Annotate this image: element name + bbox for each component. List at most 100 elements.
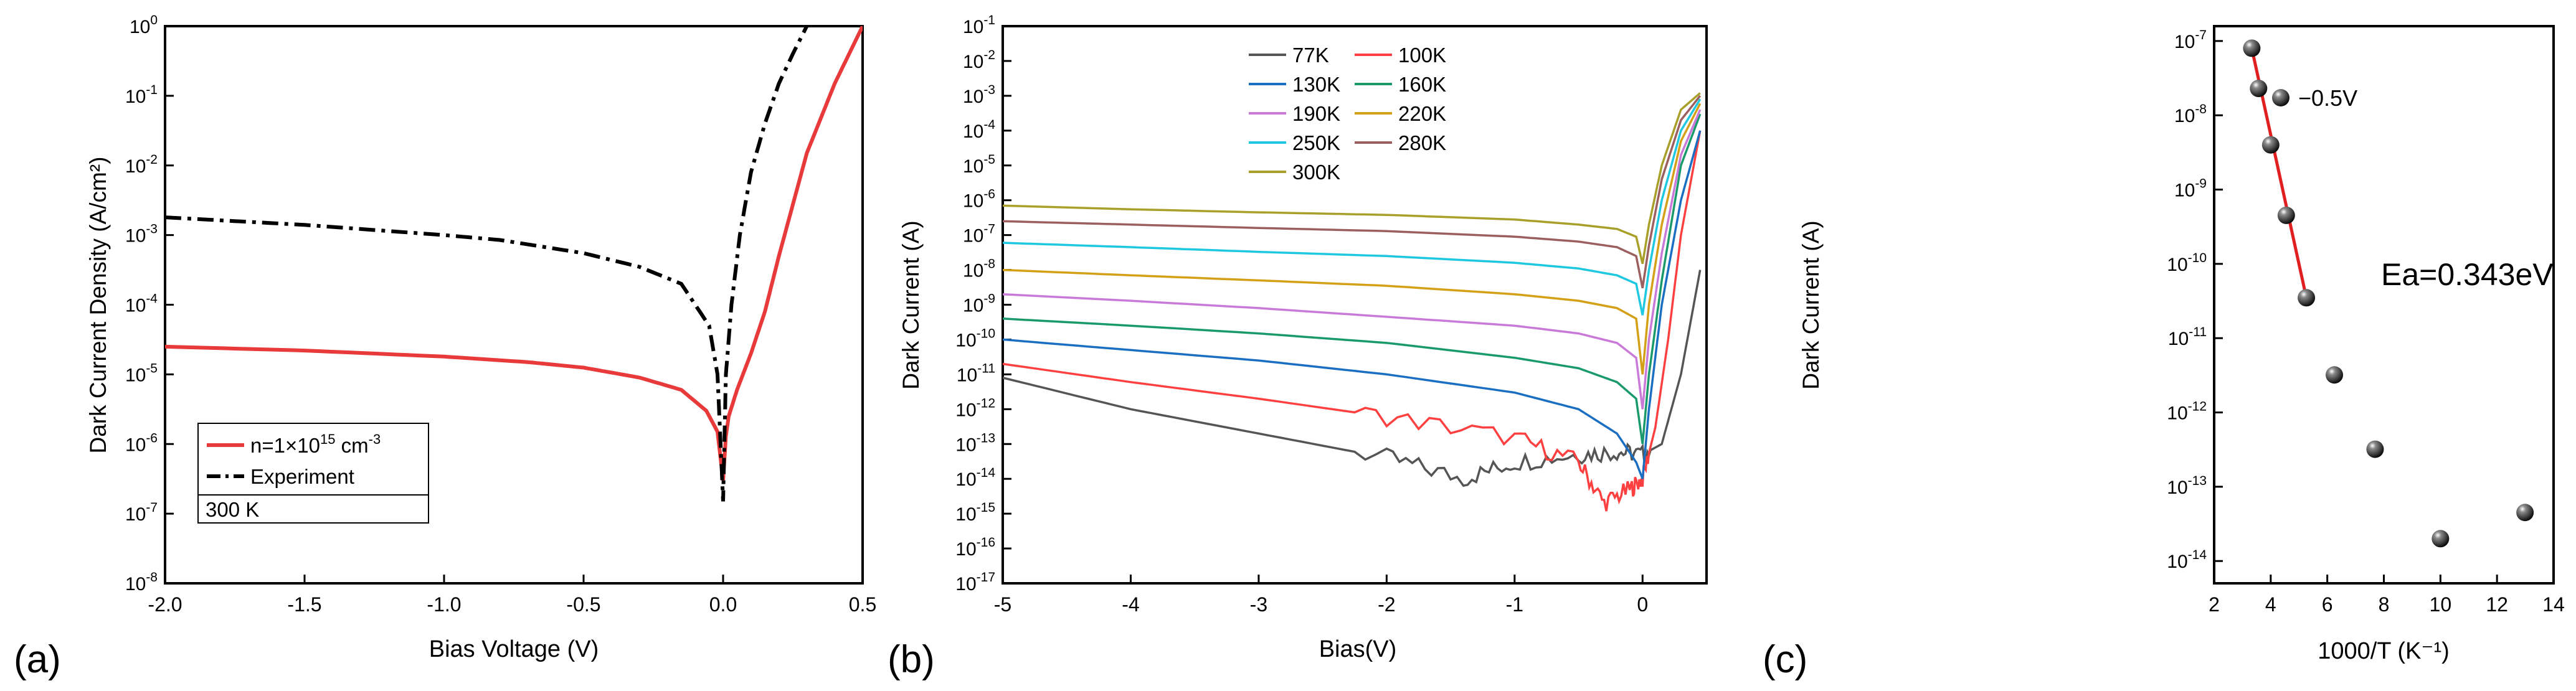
legend-b-label-220K: 220K	[1398, 102, 1446, 125]
panel-c-xtick-label: 6	[2322, 593, 2333, 616]
panel-b-ytick-label: 10-15	[955, 501, 995, 525]
data-point	[2243, 39, 2261, 57]
data-point	[2277, 206, 2295, 224]
panel-c-ytick-label: 10-13	[2167, 474, 2207, 498]
panel-b-ytick-label: 10-1	[963, 13, 995, 37]
panel-a-ytick-label: 10-8	[125, 570, 158, 595]
panel-b-ytick-label: 10-5	[963, 153, 995, 177]
panel-b-xtick-label: -3	[1250, 593, 1267, 616]
data-point	[2250, 80, 2268, 98]
panel-b-xtick-label: -4	[1122, 593, 1139, 616]
panel-b-legend: 77K 100K 130K 160K 190K 220K 250K 280K 300K	[1249, 44, 1446, 184]
panel-b-xtick-label: -1	[1506, 593, 1523, 616]
panel-c-xtick-label: 4	[2265, 593, 2276, 616]
panel-c: 2 4 6 8 10 12 14 10-14 10-13 10-12 10-11 10-10 10-9 1…	[1798, 25, 2565, 664]
panel-b-ticks: -5 -4 -3 -2 -1 0 10-17 10-16 10-15 10-14 10-13 10-1…	[955, 13, 1648, 616]
panel-b-xtick-label: 0	[1637, 593, 1648, 616]
panel-a-xtick-label: -1.5	[287, 593, 321, 616]
panel-a-xtick-label: -0.5	[566, 593, 600, 616]
panel-b-ytick-label: 10-9	[963, 292, 995, 316]
panel-b-xtick-label: -2	[1378, 593, 1395, 616]
legend-b-label-300K: 300K	[1292, 161, 1340, 184]
panel-a-ytick-label: 10-6	[125, 431, 158, 455]
panel-c-xtick-label: 12	[2486, 593, 2508, 616]
panel-b-ytick-label: 10-16	[955, 535, 995, 560]
data-point	[2326, 366, 2344, 384]
panel-c-xtick-label: 14	[2542, 593, 2565, 616]
series-line-220K	[1003, 103, 1702, 375]
panel-c-ylabel: Dark Current (A)	[1798, 220, 1824, 389]
panel-a-ylabel: Dark Current Density (A/cm²)	[85, 157, 111, 454]
data-point	[2516, 504, 2534, 522]
series-line-experiment	[165, 26, 809, 502]
legend-b-label-130K: 130K	[1292, 73, 1340, 96]
panel-a-xlabel: Bias Voltage (V)	[429, 636, 599, 662]
panel-c-annotation: Ea=0.343eV	[2381, 257, 2554, 292]
panel-a-ytick-label: 10-1	[125, 83, 158, 107]
panel-b-ytick-label: 10-11	[957, 361, 995, 385]
panel-a-label: (a)	[14, 638, 61, 681]
panel-b-ytick-label: 10-2	[963, 48, 995, 72]
panel-b-ytick-label: 10-13	[955, 431, 995, 455]
panel-a-xtick-label: 0.0	[709, 593, 737, 616]
panel-a-xtick-label: 0.5	[849, 593, 876, 616]
panel-b-xtick-label: -5	[994, 593, 1011, 616]
panel-c-xlabel: 1000/T (K⁻¹)	[2318, 638, 2450, 664]
panel-b-xlabel: Bias(V)	[1319, 636, 1397, 662]
legend-c-marker	[2272, 89, 2290, 106]
panel-a-ytick-label: 10-5	[125, 361, 158, 385]
panel-b-ytick-label: 10-10	[955, 326, 995, 350]
panel-c-ytick-label: 10-10	[2167, 251, 2207, 275]
panel-a-ytick-label: 10-3	[125, 222, 158, 247]
panel-c-xtick-label: 8	[2379, 593, 2390, 616]
panel-c-ytick-label: 10-11	[2168, 325, 2207, 349]
legend-b-label-77K: 77K	[1292, 44, 1329, 67]
panel-c-plot	[2243, 39, 2534, 548]
panel-b: -5 -4 -3 -2 -1 0 10-17 10-16 10-15 10-14 10-13 10-1…	[898, 13, 1708, 662]
series-line-160K	[1003, 113, 1702, 444]
panel-b-ytick-label: 10-3	[963, 83, 995, 107]
panel-b-ytick-label: 10-14	[955, 466, 995, 490]
series-line-model	[165, 26, 863, 481]
panel-c-xtick-label: 10	[2430, 593, 2452, 616]
legend-c-label: −0.5V	[2298, 85, 2357, 111]
panel-a-series	[165, 26, 863, 502]
panel-c-ytick-label: 10-14	[2167, 548, 2207, 572]
series-line-130K	[1003, 130, 1702, 479]
panel-a-ytick-label: 10-7	[125, 501, 158, 525]
legend-b-label-280K: 280K	[1398, 131, 1446, 154]
legend-a-model-label: n=1×1015 cm-3	[250, 431, 381, 457]
data-point	[2261, 136, 2280, 154]
panel-a-ytick-label: 100	[130, 13, 158, 37]
panel-b-ytick-label: 10-8	[963, 257, 995, 281]
panel-c-ytick-label: 10-12	[2167, 400, 2207, 424]
panel-a-legend: n=1×1015 cm-3 Experiment 300 K	[197, 423, 429, 524]
panel-c-ytick-label: 10-9	[2174, 177, 2207, 201]
panel-a: -2.0 -1.5 -1.0 -0.5 0.0 0.5 10-8 10-7 10-6 10-5 10…	[85, 13, 876, 662]
panel-c-ticks: 2 4 6 8 10 12 14 10-14 10-13 10-12 10-11 10-10 10-9 1…	[2167, 28, 2565, 616]
panel-b-series	[1003, 92, 1702, 512]
panel-a-ytick-label: 10-2	[125, 153, 158, 177]
panel-b-ytick-label: 10-7	[963, 222, 995, 247]
panel-a-xtick-label: -2.0	[148, 593, 182, 616]
legend-b-label-160K: 160K	[1398, 73, 1446, 96]
panel-b-label: (b)	[888, 638, 935, 681]
panel-a-ticks: -2.0 -1.5 -1.0 -0.5 0.0 0.5 10-8 10-7 10-6 10-5 10…	[125, 13, 876, 616]
series-line-280K	[1003, 95, 1702, 289]
legend-b-label-190K: 190K	[1292, 102, 1340, 125]
legend-b-label-250K: 250K	[1292, 131, 1340, 154]
legend-b-label-100K: 100K	[1398, 44, 1446, 67]
panel-b-ytick-label: 10-12	[955, 396, 995, 420]
series-line-300K	[1003, 92, 1701, 265]
panel-b-ytick-label: 10-4	[963, 118, 995, 142]
data-point	[2366, 440, 2384, 458]
series-line-250K	[1003, 98, 1702, 316]
data-point	[2432, 530, 2450, 548]
data-point	[2298, 289, 2316, 307]
legend-a-experiment-label: Experiment	[250, 465, 354, 488]
panel-c-xtick-label: 2	[2209, 593, 2220, 616]
panel-b-ylabel: Dark Current (A)	[898, 220, 924, 389]
panel-c-ytick-label: 10-7	[2174, 28, 2207, 52]
panel-a-ytick-label: 10-4	[125, 292, 158, 316]
